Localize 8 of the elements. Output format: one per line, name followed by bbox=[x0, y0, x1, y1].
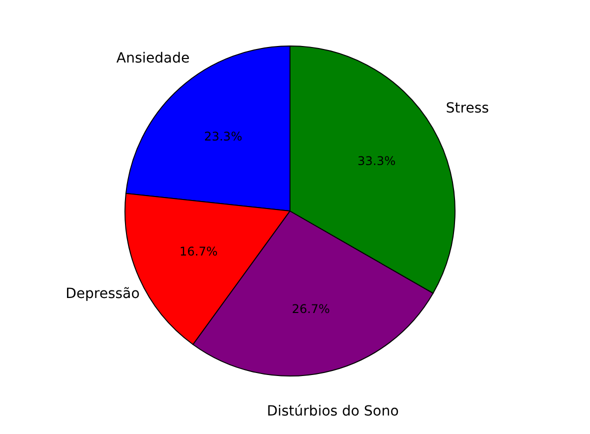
slice-label: Ansiedade bbox=[116, 50, 190, 67]
slice-label: Distúrbios do Sono bbox=[266, 403, 399, 420]
slice-label: Depressão bbox=[66, 286, 140, 302]
data-label: 23.3% bbox=[204, 130, 242, 144]
data-label: 26.7% bbox=[292, 302, 330, 316]
data-label: 16.7% bbox=[180, 244, 218, 259]
data-label: 33.3% bbox=[357, 154, 396, 168]
slice-label: Stress bbox=[446, 100, 489, 116]
